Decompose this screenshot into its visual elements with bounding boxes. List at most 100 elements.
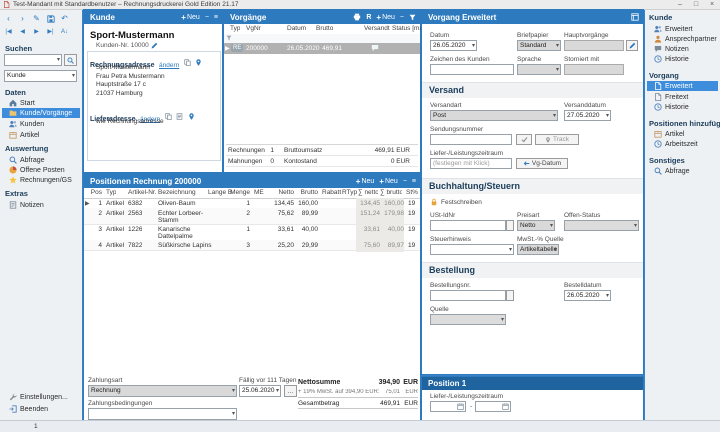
rightbar-item-artikel[interactable]: Artikel [647,129,718,139]
speech-bubble-icon[interactable] [371,44,379,52]
sidebar-item-offene-posten[interactable]: Offene Posten [2,165,80,175]
datum-select[interactable]: 26.05.2020 [430,40,477,51]
column-header[interactable]: Brutto [316,25,334,32]
ustidnr-input[interactable] [430,220,506,231]
positionen-collapse-button[interactable]: − [402,177,407,185]
minimize-button[interactable]: – [678,1,682,8]
column-header[interactable]: Lange B [208,189,233,196]
kunde-neu-button[interactable]: + Neu [181,12,200,22]
column-header[interactable]: ∑ netto [358,189,378,196]
panel-options-button[interactable] [631,13,639,21]
faellig-date-select[interactable]: 25.06.2020 [239,385,281,397]
position-row[interactable]: 3 Artikel 1226 Kanarische Dattelpalme 1 … [84,224,420,242]
sidebar-item-artikel[interactable]: Artikel [2,130,80,140]
sidebar-item-kunden[interactable]: Kunden [2,119,80,129]
column-header[interactable]: Bezeichnung [158,189,196,196]
ustidnr-check-button[interactable] [506,220,514,231]
vorgang-neu-button[interactable]: + Neu [376,12,395,22]
rightbar-item-kunde-erweitert[interactable]: Erweitert [647,24,718,34]
briefpapier-select[interactable]: Standard [517,40,561,51]
column-header[interactable]: Rabatt [322,189,342,196]
rightbar-item-vorgang-historie[interactable]: Historie [647,102,718,112]
offen-status-select[interactable] [564,220,639,231]
rightbar-item-kunde-historie[interactable]: Historie [647,54,718,64]
sidebar-item-kunde-vorgaenge[interactable]: Kunde/Vorgänge [2,108,80,118]
rightbar-item-freitext[interactable]: Freitext [647,92,718,102]
calendar-icon[interactable] [457,403,464,410]
copy-icon[interactable] [184,59,191,66]
column-header[interactable]: ME [254,189,264,196]
maximize-button[interactable]: □ [693,1,699,8]
first-record-button[interactable]: |◀ [5,29,12,35]
steuerhinweis-select[interactable] [430,244,514,255]
search-type-select[interactable]: Kunde [4,70,77,82]
sidebar-item-rechnungen-gs[interactable]: Rechnungen/GS [2,175,80,185]
rightbar-item-ansprechpartner[interactable]: Ansprechpartner [647,34,718,44]
sprache-select[interactable] [517,64,561,75]
search-input[interactable] [4,54,62,66]
next-record-button[interactable]: ▶ [34,29,39,35]
mwst-quelle-select[interactable]: Artikeltabelle [517,244,559,255]
column-header[interactable]: Pos [90,189,102,196]
column-header[interactable]: ∑ brutto [380,189,402,196]
faellig-more-button[interactable]: ... [284,385,297,397]
save-button[interactable] [44,14,57,24]
zeitraum-from-input[interactable] [430,401,466,412]
kunde-menu-button[interactable]: ≡ [213,13,218,21]
column-header[interactable]: Typ [230,25,241,32]
vgdatum-button[interactable]: Vg-Datum [516,158,568,169]
zeitraum-to-input[interactable] [475,401,511,412]
calendar-icon[interactable] [502,403,509,410]
print-button[interactable] [353,13,361,21]
column-header[interactable]: VgNr [246,25,261,32]
vorgang-row[interactable]: ▶ RE 200000 26.05.2020 469,91 [224,43,420,54]
map-pin-icon[interactable] [195,59,202,66]
column-header[interactable]: Typ [106,189,117,196]
sidebar-item-notizen[interactable]: Notizen [2,200,80,210]
settings-button[interactable]: Einstellungen... [2,392,80,402]
filter-button[interactable] [409,14,416,21]
hauptvorgaenge-edit-button[interactable] [626,40,638,51]
sort-button[interactable]: A↓ [60,29,68,35]
zahlungsbedingungen-select[interactable] [88,408,237,420]
column-header[interactable]: Menge [230,189,250,196]
positionen-menu-button[interactable]: ≡ [411,177,416,185]
position-neu-below-button[interactable]: + Neu [355,176,375,186]
zahlungsart-select[interactable]: Rechnung [88,385,237,397]
map-pin-icon[interactable] [188,113,195,120]
versandart-select[interactable]: Post [430,110,558,121]
column-header[interactable]: St% [406,189,418,196]
clipboard-icon[interactable] [176,113,183,120]
versanddatum-select[interactable]: 27.05.2020 [564,110,611,121]
zeitraum-input[interactable] [430,158,512,169]
kunde-collapse-button[interactable]: − [204,13,209,21]
quelle-select[interactable] [430,314,506,325]
previous-record-button[interactable]: ◀ [20,29,25,35]
bestelldatum-select[interactable]: 26.05.2020 [564,290,611,301]
zeichen-input[interactable] [430,64,514,75]
bestellungsnr-input[interactable] [430,290,506,301]
rightbar-item-arbeitszeit[interactable]: Arbeitszeit [647,139,718,149]
sendungsnummer-input[interactable] [430,134,512,145]
back-button[interactable]: ‹ [7,14,10,23]
position-neu-above-button[interactable]: + Neu [379,176,398,186]
rightbar-item-abfrage[interactable]: Abfrage [647,166,718,176]
last-record-button[interactable]: ▶| [47,29,54,35]
close-button[interactable]: × [709,1,715,8]
preisart-select[interactable]: Netto [517,220,555,231]
column-header[interactable]: Artikel-Nr. [128,189,157,196]
column-header[interactable]: Netto [278,189,294,196]
column-header[interactable]: RTyp [342,189,358,196]
billing-address-change-link[interactable]: ändern [159,62,180,69]
vorgaenge-collapse-button[interactable]: − [399,13,404,21]
shipping-address-change-link[interactable]: ändern [139,116,161,123]
position-row[interactable]: 2 Artikel 2563 Echter Lorbeer-Stamm 2 75… [84,208,420,226]
edit-button[interactable]: ✎ [33,14,40,23]
column-header[interactable]: Brutto [300,189,318,196]
sidebar-item-abfrage[interactable]: Abfrage [2,155,80,165]
column-header[interactable]: Status [man. [392,25,429,32]
copy-icon[interactable] [165,113,172,120]
forward-button[interactable]: › [21,14,24,23]
rightbar-item-kunde-notizen[interactable]: Notizen [647,44,718,54]
sendungsnummer-confirm-button[interactable] [516,134,532,145]
